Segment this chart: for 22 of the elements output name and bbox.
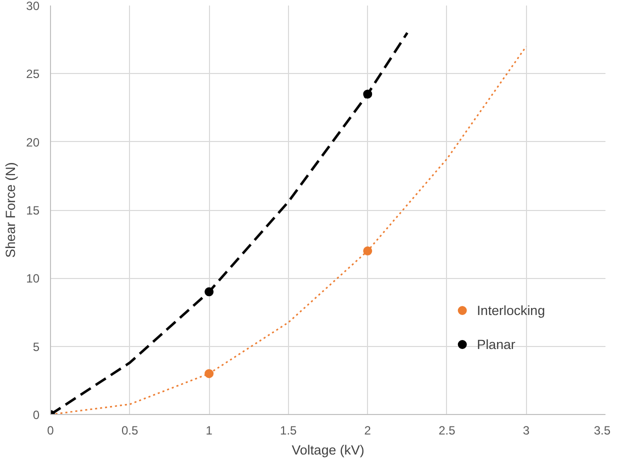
x-tick-label: 0 bbox=[47, 424, 54, 438]
legend-label: Interlocking bbox=[476, 302, 545, 318]
y-tick-label: 20 bbox=[26, 135, 40, 150]
y-tick-label: 0 bbox=[32, 408, 40, 422]
x-tick-label: 3 bbox=[522, 424, 530, 438]
line-series bbox=[50, 32, 409, 414]
x-axis-title: Voltage (kV) bbox=[292, 442, 364, 458]
x-tick-label: 1 bbox=[206, 424, 213, 438]
x-tick-label: 0.5 bbox=[121, 424, 138, 438]
y-tick-label: 30 bbox=[26, 0, 40, 13]
y-axis-title: Shear Force (N) bbox=[3, 162, 18, 258]
point bbox=[204, 369, 214, 378]
x-tick-label: 1.5 bbox=[280, 424, 298, 438]
legend-label: Planar bbox=[476, 336, 516, 352]
y-tick-label: 5 bbox=[32, 340, 40, 354]
y-tick-label: 25 bbox=[26, 67, 40, 82]
x-tick-label: 2.5 bbox=[438, 424, 456, 438]
y-tick-label: 15 bbox=[26, 204, 40, 218]
point bbox=[363, 246, 372, 256]
x-tick-label: 2 bbox=[364, 424, 372, 438]
y-tick-label: 10 bbox=[26, 272, 40, 286]
x-tick-label: 3.5 bbox=[594, 424, 611, 438]
